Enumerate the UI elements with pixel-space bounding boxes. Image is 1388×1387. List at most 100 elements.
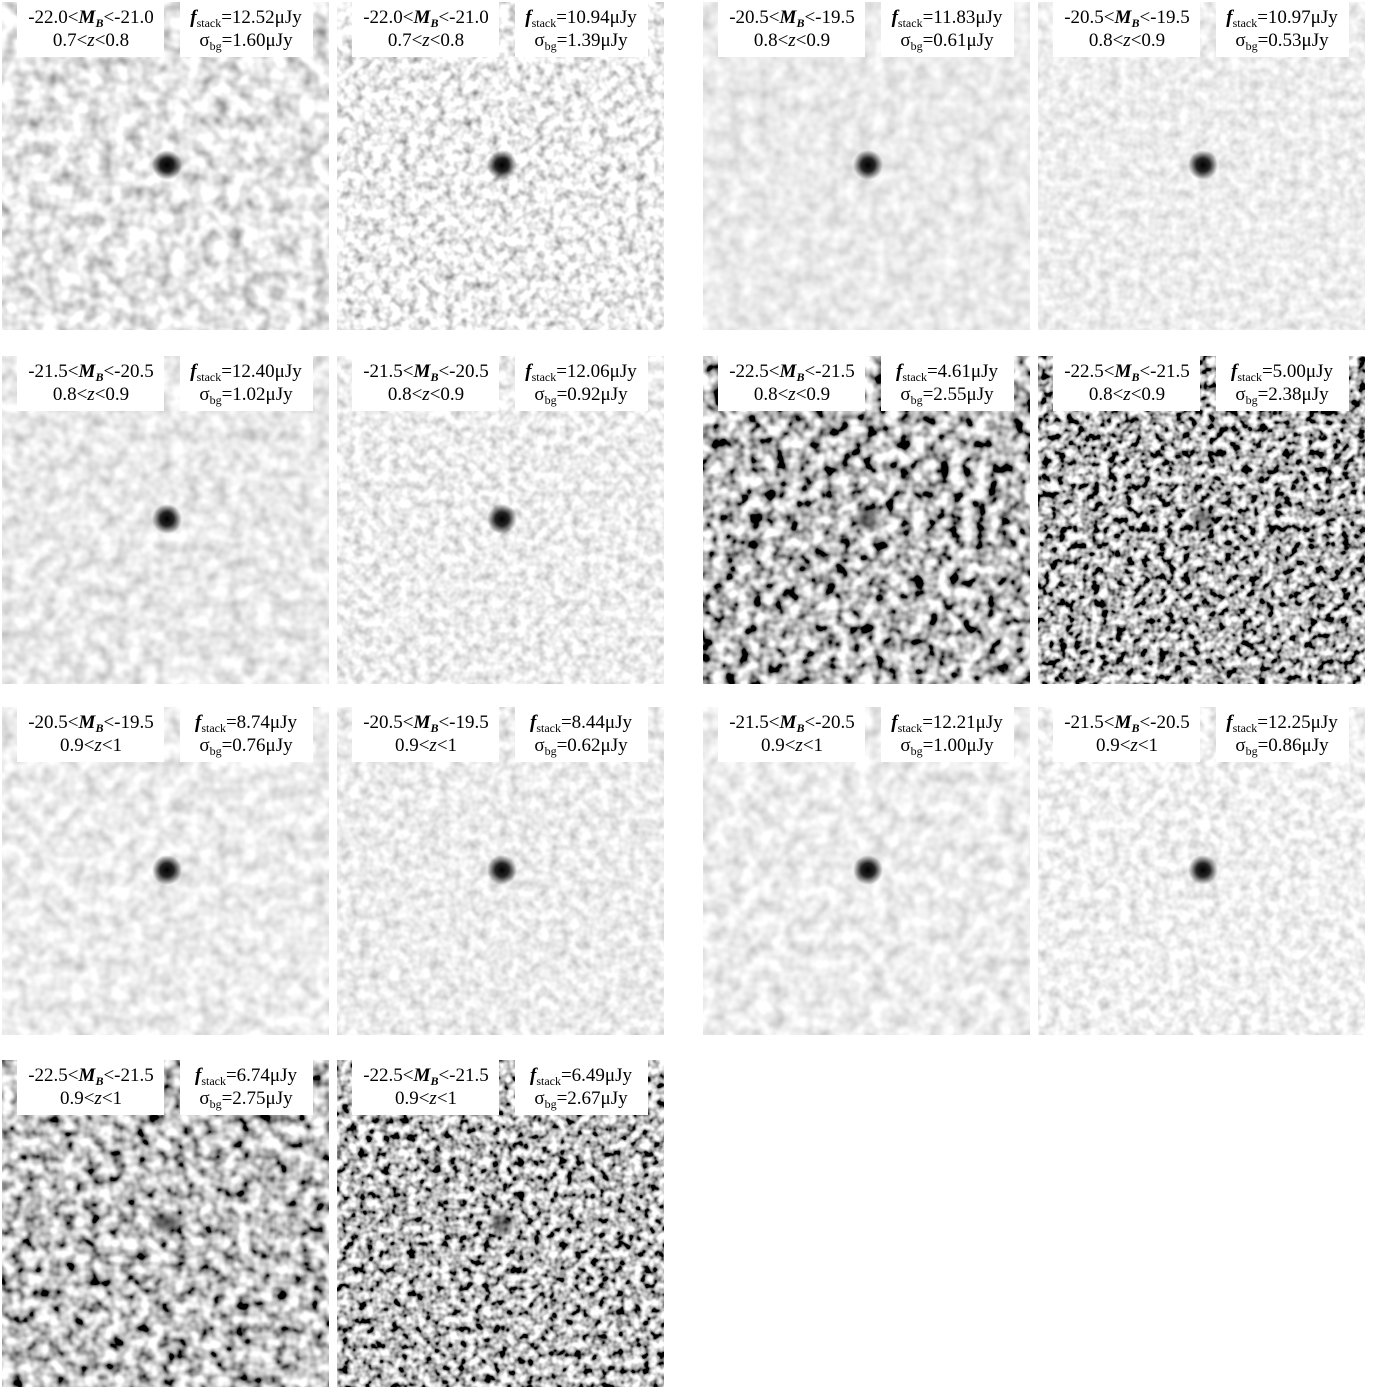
label: -20.5<MB<-19.5 — [1064, 7, 1190, 30]
label-part: 0.8< — [1089, 384, 1123, 405]
panel: -22.5<MB<-21.50.9<z<1fstack=6.49μJyσbg=2… — [337, 1060, 664, 1387]
label-part: =12.52μJy — [221, 7, 302, 28]
label-part: =6.74μJy — [226, 1065, 298, 1086]
label-part: stack — [1233, 721, 1258, 735]
source-spot — [1188, 855, 1218, 885]
label-part: <-19.5 — [1139, 7, 1189, 28]
label-part: stack — [898, 721, 923, 735]
label-part: M — [413, 7, 432, 28]
label-part: <0.9 — [796, 384, 830, 405]
label-part: <-19.5 — [804, 7, 854, 28]
label-part: <-21.0 — [103, 7, 153, 28]
label-part: stack — [536, 721, 561, 735]
label-part: <-20.5 — [1139, 712, 1189, 733]
panel: -22.0<MB<-21.00.7<z<0.8fstack=10.94μJyσb… — [337, 2, 664, 330]
panel: -22.0<MB<-21.00.7<z<0.8fstack=12.52μJyσb… — [2, 2, 329, 330]
label-part: <-21.0 — [438, 7, 488, 28]
label-part: bg — [210, 393, 222, 407]
label-part: -21.5< — [363, 361, 413, 382]
label-part: =12.25μJy — [1257, 712, 1338, 733]
label: -22.5<MB<-21.5 — [729, 361, 855, 384]
label: 0.8<z<0.9 — [388, 384, 464, 405]
label-part: bg — [210, 39, 222, 53]
label: -20.5<MB<-19.5 — [28, 712, 154, 735]
label-part: =0.86μJy — [1258, 735, 1330, 756]
label-part: =5.00μJy — [1262, 361, 1334, 382]
label-part: σ — [199, 1088, 209, 1109]
source-spot — [487, 855, 517, 885]
label-part: =0.92μJy — [557, 384, 629, 405]
label-part: <-20.5 — [804, 712, 854, 733]
label-part: B — [429, 16, 438, 30]
label-part: =10.97μJy — [1257, 7, 1338, 28]
panel: -21.5<MB<-20.50.9<z<1fstack=12.25μJyσbg=… — [1038, 707, 1365, 1035]
label-part: M — [78, 1065, 97, 1086]
label-part: =1.02μJy — [222, 384, 294, 405]
label-part: σ — [199, 384, 209, 405]
panel: -21.5<MB<-20.50.8<z<0.9fstack=12.06μJyσb… — [337, 356, 664, 684]
panel: -22.5<MB<-21.50.8<z<0.9fstack=4.61μJyσbg… — [703, 356, 1030, 684]
label-part: =0.61μJy — [923, 30, 995, 51]
label-part: bg — [210, 1097, 222, 1111]
label-part: <0.8 — [430, 30, 464, 51]
label-part: bg — [545, 744, 557, 758]
label-part: B — [94, 721, 103, 735]
label-part: stack — [898, 16, 923, 30]
label-part: =4.61μJy — [927, 361, 999, 382]
label-part: -21.5< — [28, 361, 78, 382]
label-part: <1 — [437, 735, 457, 756]
label-part: <-19.5 — [103, 712, 153, 733]
figure: -22.0<MB<-21.00.7<z<0.8fstack=12.52μJyσb… — [0, 0, 1388, 1387]
label: 0.7<z<0.8 — [388, 30, 464, 51]
label-part: bg — [911, 744, 923, 758]
label-part: M — [779, 361, 798, 382]
label-part: σ — [534, 1088, 544, 1109]
label-part: <-19.5 — [438, 712, 488, 733]
label-part: stack — [197, 370, 222, 384]
source-spot — [152, 150, 182, 180]
label-part: bg — [1246, 744, 1258, 758]
label-part: 0.7< — [53, 30, 87, 51]
label-part: bg — [545, 393, 557, 407]
label-part: stack — [532, 370, 557, 384]
label-part: =2.67μJy — [557, 1088, 629, 1109]
label-part: =8.74μJy — [226, 712, 298, 733]
source-spot — [853, 150, 883, 180]
label-part: M — [1114, 361, 1133, 382]
label-part: stack — [201, 721, 226, 735]
label-part: -21.5< — [1064, 712, 1114, 733]
source-spot — [152, 504, 182, 534]
label-part: B — [429, 721, 438, 735]
panel: -21.5<MB<-20.50.8<z<0.9fstack=12.40μJyσb… — [2, 356, 329, 684]
label-part: <-21.5 — [438, 1065, 488, 1086]
label-part: <0.9 — [95, 384, 129, 405]
label-part: -20.5< — [28, 712, 78, 733]
label: -21.5<MB<-20.5 — [1064, 712, 1190, 735]
label-part: B — [94, 370, 103, 384]
label-part: =10.94μJy — [556, 7, 637, 28]
label-part: σ — [900, 30, 910, 51]
label-part: =0.62μJy — [557, 735, 629, 756]
label-part: <0.9 — [430, 384, 464, 405]
label-part: -22.0< — [363, 7, 413, 28]
source-spot — [1188, 150, 1218, 180]
label-part: =8.44μJy — [561, 712, 633, 733]
label-part: <-21.5 — [103, 1065, 153, 1086]
label: -22.5<MB<-21.5 — [363, 1065, 489, 1088]
source-spot — [152, 1208, 182, 1238]
label-part: σ — [199, 735, 209, 756]
label: 0.8<z<0.9 — [754, 30, 830, 51]
label-part: B — [94, 1074, 103, 1088]
label-part: =2.38μJy — [1258, 384, 1330, 405]
label-part: <0.9 — [1131, 30, 1165, 51]
panel: -20.5<MB<-19.50.9<z<1fstack=8.44μJyσbg=0… — [337, 707, 664, 1035]
label-part: σ — [1235, 384, 1245, 405]
label-part: σ — [900, 384, 910, 405]
source-spot — [853, 504, 883, 534]
label-part: M — [779, 7, 798, 28]
label-part: B — [1130, 370, 1139, 384]
label: -21.5<MB<-20.5 — [363, 361, 489, 384]
label-part: stack — [197, 16, 222, 30]
label: -20.5<MB<-19.5 — [363, 712, 489, 735]
label-part: M — [413, 1065, 432, 1086]
